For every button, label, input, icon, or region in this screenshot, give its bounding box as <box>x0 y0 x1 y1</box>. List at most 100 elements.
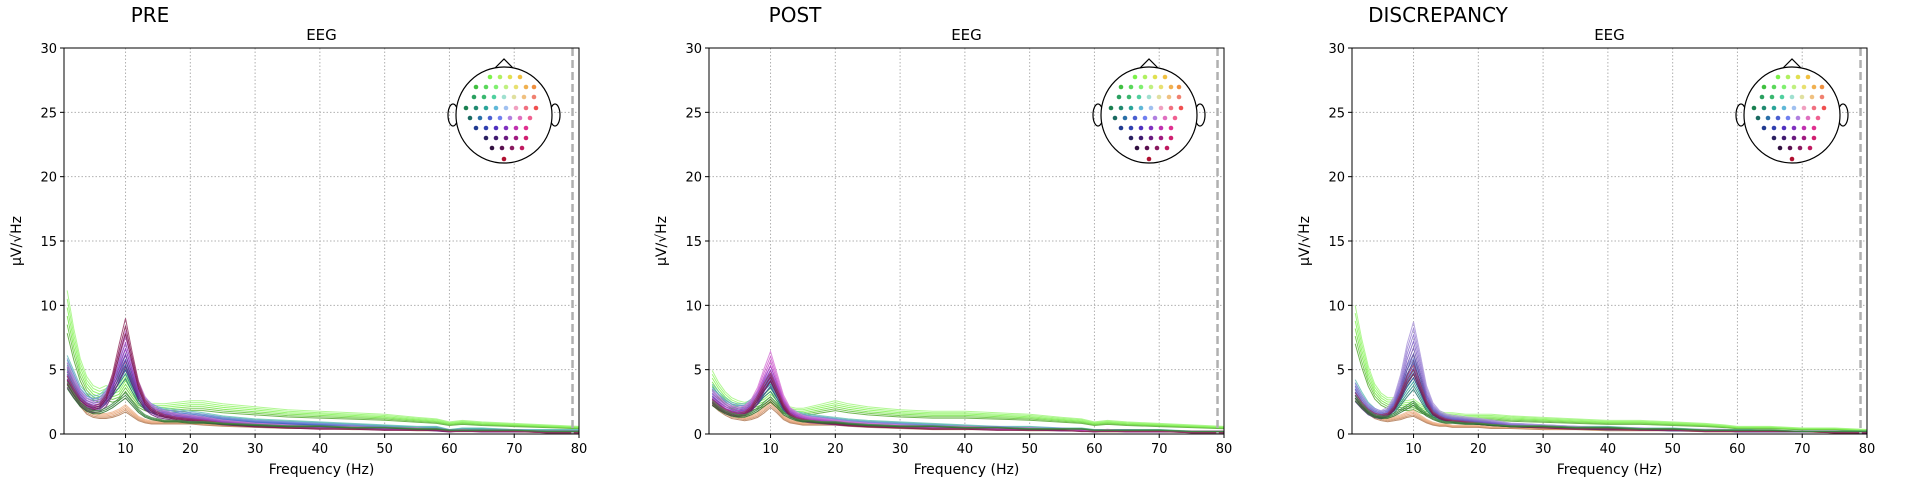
x-tick-label: 20 <box>1470 442 1487 457</box>
sensor-dot <box>1807 145 1813 151</box>
sensor-dot <box>1771 84 1777 90</box>
sensor-dot <box>497 115 503 121</box>
sensor-dot <box>1789 156 1795 162</box>
sensor-dot <box>1791 125 1797 131</box>
y-tick-label: 10 <box>685 299 702 314</box>
sensor-dot <box>527 115 533 121</box>
x-tick-label: 80 <box>1216 442 1233 457</box>
sensor-dot <box>1771 125 1777 131</box>
sensor-dot <box>1164 145 1170 151</box>
sensor-dot <box>1116 94 1122 100</box>
sensor-dot <box>1801 84 1807 90</box>
psd-trace <box>1354 395 1867 432</box>
sensor-dot <box>1801 135 1807 141</box>
sensor-dot <box>523 125 529 131</box>
sensor-dot <box>1176 84 1182 90</box>
sensor-dot <box>483 125 489 131</box>
panel-heading: DISCREPANCY <box>1368 3 1509 27</box>
sensor-dot <box>501 156 507 162</box>
sensor-layout-inset <box>447 58 561 164</box>
sensor-dot <box>1811 105 1817 111</box>
y-tick-label: 0 <box>694 428 702 443</box>
sensor-dot <box>1751 105 1757 111</box>
sensor-dot <box>1801 105 1807 111</box>
sensor-dot <box>503 135 509 141</box>
y-tick-label: 20 <box>685 171 702 186</box>
sensor-dot <box>1775 74 1781 80</box>
sensor-dot <box>1158 84 1164 90</box>
sensor-dot <box>523 84 529 90</box>
sensor-dot <box>517 74 523 80</box>
y-tick-label: 10 <box>40 299 57 314</box>
sensor-dot <box>1118 84 1124 90</box>
psd-trace <box>66 307 579 428</box>
sensor-dot <box>1759 94 1765 100</box>
sensor-dot <box>1158 105 1164 111</box>
y-tick-label: 15 <box>40 235 57 250</box>
sensor-dot <box>1787 145 1793 151</box>
sensor-dot <box>1819 84 1825 90</box>
x-tick-label: 50 <box>376 442 393 457</box>
y-tick-label: 10 <box>1328 299 1345 314</box>
sensor-dot <box>521 94 527 100</box>
y-axis-label: µV/√Hz <box>654 216 670 266</box>
sensor-dot <box>1771 105 1777 111</box>
sensor-dot <box>1146 156 1152 162</box>
psd-trace <box>66 354 579 431</box>
sensor-dot <box>507 74 513 80</box>
sensor-dot <box>1166 94 1172 100</box>
y-tick-label: 5 <box>1337 364 1345 379</box>
y-tick-label: 20 <box>40 171 57 186</box>
y-tick-label: 20 <box>1328 171 1345 186</box>
sensor-dot <box>1811 125 1817 131</box>
sensor-layout-inset <box>1092 58 1206 164</box>
sensor-dot <box>1781 125 1787 131</box>
sensor-dot <box>1168 135 1174 141</box>
x-tick-label: 60 <box>1729 442 1746 457</box>
x-tick-label: 60 <box>1086 442 1103 457</box>
sensor-dot <box>1144 145 1150 151</box>
psd-panel-post: POST EEG 0 5 10 15 20 25 30 10 20 30 40 50 60 70 80 Frequ… <box>654 3 1232 478</box>
panel-heading: PRE <box>131 3 170 27</box>
sensor-dot <box>531 84 537 90</box>
psd-trace <box>66 298 579 428</box>
x-tick-label: 20 <box>827 442 844 457</box>
x-tick-label: 10 <box>762 442 779 457</box>
sensor-dot <box>1799 94 1805 100</box>
sensor-dot <box>1126 94 1132 100</box>
sensor-dot <box>1805 115 1811 121</box>
sensor-dot <box>1785 74 1791 80</box>
sensor-dot <box>1118 105 1124 111</box>
psd-trace <box>711 396 1224 432</box>
sensor-dot <box>483 105 489 111</box>
sensor-dot <box>1801 125 1807 131</box>
sensor-dot <box>531 94 537 100</box>
sensor-dot <box>1148 105 1154 111</box>
sensor-dot <box>1142 74 1148 80</box>
y-tick-label: 5 <box>694 364 702 379</box>
x-axis-label: Frequency (Hz) <box>1557 462 1663 478</box>
sensor-dot <box>1138 105 1144 111</box>
y-tick-label: 30 <box>1328 42 1345 57</box>
sensor-dot <box>511 94 517 100</box>
x-axis-label: Frequency (Hz) <box>914 462 1020 478</box>
sensor-dot <box>1172 115 1178 121</box>
sensor-dot <box>487 74 493 80</box>
sensor-layout-inset <box>1735 58 1849 164</box>
axes-frame <box>708 47 1225 435</box>
sensor-dot <box>1815 115 1821 121</box>
y-tick-label: 15 <box>685 235 702 250</box>
sensor-dot <box>473 125 479 131</box>
sensor-dot <box>1138 135 1144 141</box>
sensor-dot <box>1805 74 1811 80</box>
subplot-title: EEG <box>306 26 337 44</box>
nose-icon <box>1139 58 1159 69</box>
y-tick-label: 30 <box>685 42 702 57</box>
sensor-dot <box>1779 94 1785 100</box>
psd-trace <box>1354 305 1867 430</box>
sensor-dot <box>477 115 483 121</box>
sensor-dot <box>467 115 473 121</box>
x-tick-label: 40 <box>312 442 329 457</box>
x-tick-label: 80 <box>571 442 588 457</box>
sensor-dot <box>1761 105 1767 111</box>
